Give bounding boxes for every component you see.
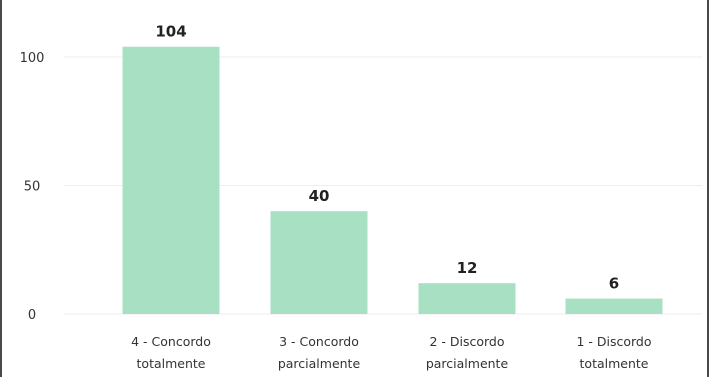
- category-label: 4 - Concordo: [131, 334, 211, 349]
- data-label: 104: [155, 23, 186, 41]
- category-label: totalmente: [137, 356, 206, 371]
- category-label: parcialmente: [278, 356, 361, 371]
- data-label: 12: [457, 259, 478, 277]
- category-label: 2 - Discordo: [429, 334, 504, 349]
- y-tick-label: 0: [28, 308, 36, 323]
- data-label: 40: [309, 187, 330, 205]
- y-tick-label: 100: [20, 51, 45, 66]
- category-label: parcialmente: [426, 356, 509, 371]
- x-axis-categories: 4 - Concordo totalmente 3 - Concordo parcia…: [131, 334, 651, 371]
- bar: [270, 211, 368, 314]
- category-label: totalmente: [580, 356, 649, 371]
- y-axis-ticks: 0 50 100: [20, 51, 45, 323]
- y-tick-label: 50: [24, 180, 41, 195]
- data-labels: 104 40 12 6: [155, 23, 619, 293]
- bar: [565, 298, 663, 314]
- bar: [418, 283, 516, 314]
- category-label: 3 - Concordo: [279, 334, 359, 349]
- bar: [122, 46, 220, 314]
- category-label: 1 - Discordo: [576, 334, 651, 349]
- bars: [122, 46, 663, 314]
- data-label: 6: [609, 275, 619, 293]
